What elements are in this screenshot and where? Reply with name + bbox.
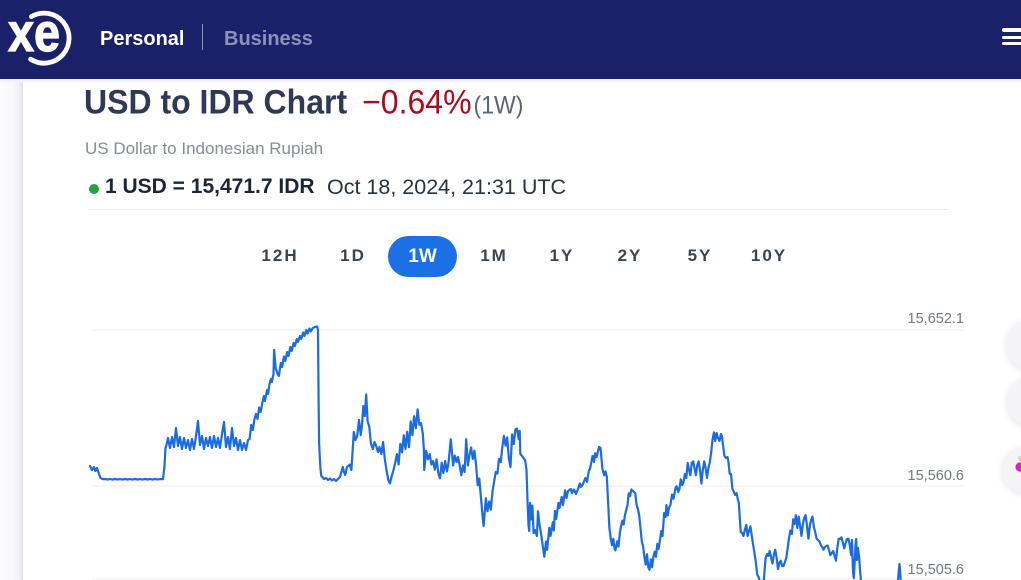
svg-text:15,652.1: 15,652.1 <box>908 311 964 327</box>
svg-text:xe: xe <box>8 3 60 63</box>
svg-text:15,505.6: 15,505.6 <box>908 562 964 578</box>
svg-text:15,560.6: 15,560.6 <box>908 468 964 484</box>
